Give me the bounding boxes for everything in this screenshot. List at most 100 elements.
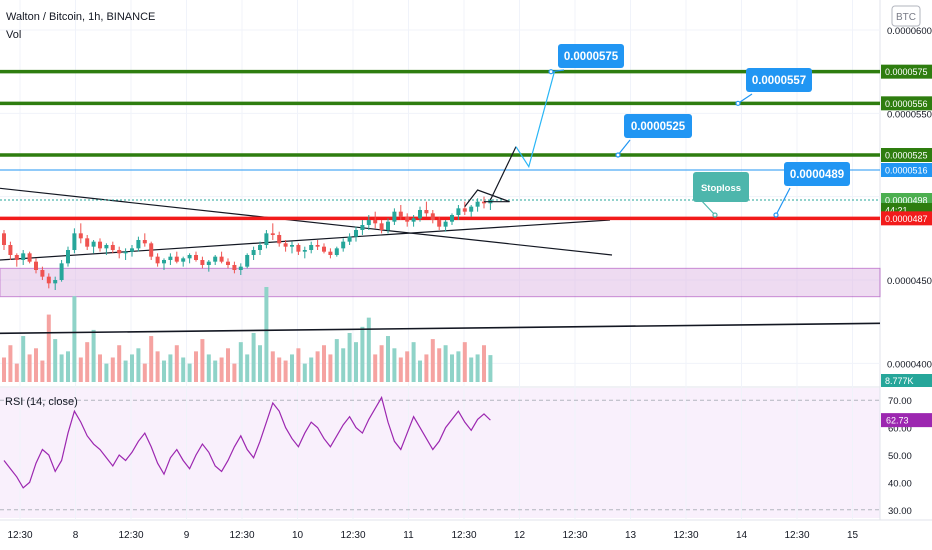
volume-bar (392, 348, 397, 382)
chart-title: Walton / Bitcoin, 1h, BINANCE (6, 11, 155, 23)
candle-body (328, 251, 333, 255)
candle-body (104, 245, 109, 249)
candle-body (443, 221, 448, 227)
volume-bar (123, 360, 128, 382)
annotation-label: 0.0000489 (790, 169, 844, 181)
volume-bar (14, 363, 19, 382)
volume-bar (251, 332, 256, 382)
level-badge-label: 0.0000487 (885, 214, 928, 224)
volume-bar (53, 339, 58, 382)
volume-bar (354, 342, 358, 382)
rsi-current-badge (881, 413, 932, 428)
candle-body (162, 260, 166, 264)
candle-body (155, 256, 160, 264)
volume-bar (482, 345, 486, 382)
volume-bar (398, 357, 403, 382)
volume-bar (475, 354, 480, 382)
candle-body (430, 213, 435, 220)
candle-body (450, 215, 454, 222)
volume-bar (8, 345, 13, 382)
candle-body (296, 245, 301, 252)
level-badge-label: 0.0000556 (885, 99, 928, 109)
currency-badge[interactable]: BTC (891, 5, 921, 27)
volume-bar (34, 348, 38, 382)
rsi-current-label: 62.73 (886, 416, 909, 426)
time-tick-label: 14 (736, 530, 748, 541)
time-tick-label: 9 (184, 530, 190, 541)
candle-body (302, 250, 307, 252)
volume-bar (85, 342, 90, 382)
candle-body (322, 246, 326, 252)
time-tick-label: 12:30 (229, 530, 254, 541)
price-annotations: 0.0000575 0.0000557 0.0000525 0.0000489 Stop… (548, 44, 850, 218)
candle-body (469, 206, 474, 212)
candle-body (238, 266, 243, 270)
candle-body (142, 240, 147, 244)
volume-bar (104, 363, 109, 382)
volume-bar (418, 360, 422, 382)
candle-body (424, 210, 429, 214)
time-tick-label: 13 (625, 530, 637, 541)
volume-bar (59, 354, 64, 382)
volume-bar (443, 345, 448, 382)
time-axis: 12:30 8 12:30 9 12:30 10 12:30 11 12:30 12 12:30 13… (7, 530, 858, 541)
candle-body (405, 216, 410, 222)
rsi-tick-label: 30.00 (888, 506, 912, 517)
candle-body (130, 248, 134, 252)
volume-bar (430, 339, 435, 382)
volume-bar (149, 336, 154, 382)
descending-trendline (0, 187, 613, 256)
candle-body (40, 270, 45, 277)
volume-bar (360, 326, 365, 382)
volume-bar (21, 336, 26, 382)
candle-body (245, 255, 250, 267)
currency-badge-label: BTC (896, 12, 916, 23)
rsi-layer (0, 395, 880, 511)
candle-body (53, 280, 58, 284)
candle-body (21, 253, 26, 260)
trendlines (0, 187, 881, 335)
projection-path (464, 71, 555, 208)
candle-body (341, 241, 346, 249)
time-tick-label: 12:30 (673, 530, 698, 541)
volume-bar (334, 339, 339, 382)
time-tick-label: 11 (403, 530, 414, 541)
volume-bars (2, 287, 493, 382)
annotation-badge (558, 44, 624, 68)
volume-bar (258, 345, 262, 382)
rsi-tick-label: 50.00 (888, 451, 912, 462)
vol-label: Vol (6, 29, 21, 41)
annotation-anchor (615, 152, 621, 158)
candle-body (251, 250, 256, 255)
level-badge (881, 148, 932, 162)
candle-body (475, 201, 480, 207)
level-badge (881, 96, 932, 111)
volume-bar (379, 345, 384, 382)
volume-bar (302, 363, 307, 382)
candle-body (66, 250, 70, 264)
level-badge-label: 0.0000498 (885, 196, 928, 206)
volume-bar (405, 351, 410, 382)
candle-body (187, 255, 192, 259)
volume-bar (219, 357, 224, 382)
annotation-anchor (735, 100, 741, 106)
level-badge-label: 0.0000525 (885, 151, 928, 161)
volume-bar (2, 357, 6, 382)
volume-bar (373, 354, 378, 382)
volume-bar (411, 342, 416, 382)
volume-bar (238, 342, 243, 382)
rsi-tick-label: 60.00 (888, 424, 912, 435)
volume-bar (296, 348, 301, 382)
volume-bar (309, 357, 314, 382)
time-tick-label: 12:30 (451, 530, 476, 541)
candle-body (181, 258, 186, 262)
volume-bar (155, 351, 160, 382)
candle-body (309, 245, 314, 250)
currency-badge-box[interactable] (891, 5, 921, 27)
volume-bar (66, 351, 70, 382)
candle-body (117, 250, 122, 254)
volume-bar (456, 351, 461, 382)
price-tick-label: 0.0000450 (887, 276, 932, 287)
